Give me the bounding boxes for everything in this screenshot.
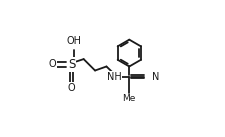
Text: Me: Me: [123, 95, 136, 103]
Text: N: N: [152, 72, 159, 82]
Text: NH: NH: [107, 72, 122, 82]
Text: O: O: [68, 83, 75, 93]
Text: O: O: [49, 59, 56, 69]
Text: S: S: [68, 58, 75, 71]
Text: OH: OH: [67, 36, 82, 46]
